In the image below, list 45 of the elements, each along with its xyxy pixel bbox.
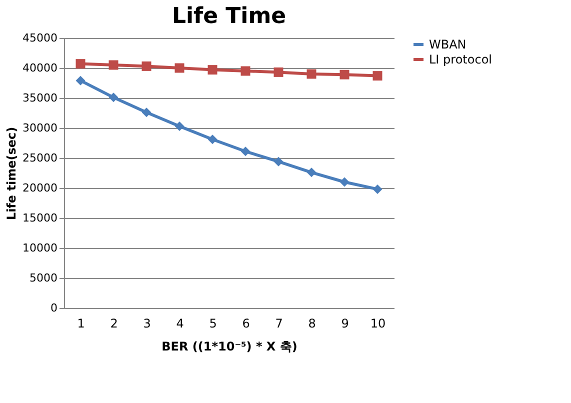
- x-tick-label: 4: [176, 316, 184, 330]
- point: [142, 108, 152, 118]
- point: [340, 70, 350, 80]
- point: [208, 134, 218, 144]
- chart-title: Life Time: [172, 4, 286, 29]
- y-tick-label: 40000: [22, 62, 58, 74]
- point: [240, 66, 250, 76]
- x-tick-label: 1: [77, 316, 85, 330]
- y-axis-title: Life time(sec): [4, 126, 19, 220]
- y-tick-label: 35000: [22, 92, 58, 104]
- y-tick-label: 30000: [22, 122, 58, 134]
- x-tick-label: 7: [275, 316, 283, 330]
- y-tick-label: 20000: [22, 182, 58, 194]
- y-tick-label: 45000: [22, 32, 58, 44]
- point: [142, 61, 152, 71]
- x-tick-label: 3: [143, 316, 151, 330]
- y-tick-label: 0: [50, 302, 58, 314]
- x-tick-label: 10: [370, 316, 386, 330]
- y-tick-label: 15000: [22, 212, 58, 224]
- legend-label: LI protocol: [429, 52, 492, 66]
- point: [372, 184, 382, 194]
- point: [274, 156, 284, 166]
- y-tick-label: 10000: [22, 242, 58, 254]
- point: [76, 59, 86, 69]
- legend-label: WBAN: [429, 38, 466, 52]
- point: [306, 69, 316, 79]
- x-axis-title: BER ((1*10⁻⁵) * X 축): [162, 340, 298, 354]
- point: [108, 92, 118, 102]
- point: [372, 71, 382, 81]
- x-tick-label: 9: [341, 316, 349, 330]
- point: [274, 67, 284, 77]
- x-tick-label: 6: [242, 316, 250, 330]
- x-tick-label: 2: [110, 316, 118, 330]
- point: [306, 168, 316, 178]
- y-tick-label: 5000: [30, 272, 58, 284]
- x-tick-label: 5: [209, 316, 217, 330]
- point: [174, 63, 184, 73]
- point: [76, 76, 86, 86]
- point: [240, 146, 250, 156]
- point: [340, 177, 350, 187]
- y-tick-label: 25000: [22, 152, 58, 164]
- point: [108, 60, 118, 70]
- point: [208, 65, 218, 75]
- point: [174, 121, 184, 131]
- x-tick-label: 8: [308, 316, 316, 330]
